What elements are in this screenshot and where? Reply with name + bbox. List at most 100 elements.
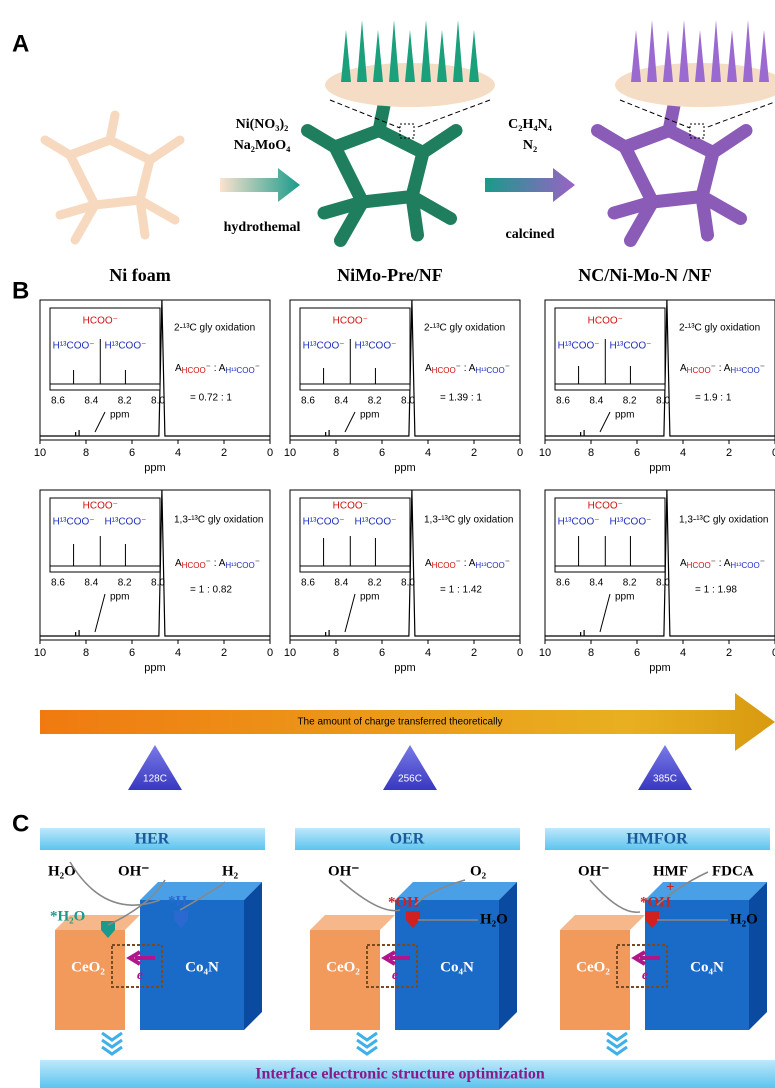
foam-strut <box>45 140 70 155</box>
species: *OH <box>388 894 419 910</box>
tick-label: 10 <box>284 647 296 659</box>
tick-label: 4 <box>425 447 431 459</box>
peak-label: HCOO⁻ <box>83 501 118 512</box>
ratio-part: HCOO <box>182 366 206 375</box>
charge-value: 256C <box>398 774 422 785</box>
species: HMF <box>653 863 688 879</box>
tick-label: 8.6 <box>51 578 65 589</box>
tick-label: 8.2 <box>118 578 132 589</box>
reagent: C₂H₄N₄ <box>508 117 553 132</box>
column-title: NC/Ni-Mo-N /NF <box>578 265 711 285</box>
experiment-label: 1,3-¹³C gly oxidation <box>424 515 513 526</box>
ratio-value: = 1.9 : 1 <box>695 393 732 404</box>
foam-strut <box>140 200 145 235</box>
experiment-label: 1,3-¹³C gly oxidation <box>174 515 263 526</box>
species: H₂O <box>730 911 758 927</box>
foam-strut <box>150 140 180 160</box>
peak-label: H¹³COO⁻ <box>558 341 600 352</box>
arrow-text: The amount of charge transferred theoret… <box>297 717 502 728</box>
tick-label: 0 <box>267 647 273 659</box>
tick-label: 8.6 <box>51 396 65 407</box>
tick-label: 6 <box>129 447 135 459</box>
column-title: Ni foam <box>109 265 171 285</box>
oxide-label: CeO₂ <box>576 959 610 975</box>
tick-label: 8 <box>588 447 594 459</box>
nanospike <box>679 20 689 82</box>
foam-strut <box>669 131 713 153</box>
pointer <box>345 412 355 432</box>
nanospike <box>469 30 479 82</box>
reagent: Na₂MoO₄ <box>234 138 291 153</box>
ratio-part: HCOO <box>432 561 456 570</box>
electron-label: e <box>642 968 648 983</box>
tick-label: 10 <box>284 447 296 459</box>
foam-strut <box>625 147 653 202</box>
tick-label: 8.2 <box>623 578 637 589</box>
figure: ANi(NO₃)₂Na₂MoO₄hydrothemalC₂H₄N₄N₂calci… <box>0 0 775 1088</box>
oxide-block <box>310 915 395 930</box>
tick-label: 8.2 <box>368 396 382 407</box>
nanospike <box>695 30 705 82</box>
column-title: NiMo-Pre/NF <box>337 265 443 285</box>
ratio-label: AHCOO⁻ : AH¹³COO⁻ <box>175 363 260 375</box>
foam-strut <box>412 153 423 197</box>
pointer <box>600 412 610 432</box>
ratio-value: = 1 : 1.98 <box>695 585 737 596</box>
foam-strut <box>308 131 336 148</box>
foam-strut <box>140 160 150 200</box>
tick-label: 0 <box>517 647 523 659</box>
peak-label: HCOO⁻ <box>83 316 118 327</box>
peak-label: H¹³COO⁻ <box>609 517 651 528</box>
nanospike <box>743 20 753 82</box>
reagent: N₂ <box>523 138 537 153</box>
nitride-block <box>499 882 517 1030</box>
axis-label: ppm <box>649 662 670 674</box>
experiment-label: 1,3-¹³C gly oxidation <box>679 515 768 526</box>
tick-label: 2 <box>471 447 477 459</box>
electron-label: e <box>137 968 143 983</box>
tick-label: 6 <box>634 447 640 459</box>
arrow <box>220 168 300 202</box>
panel-label: B <box>12 277 29 304</box>
foam-strut <box>335 147 363 202</box>
ratio-part: H¹³COO <box>730 561 759 570</box>
tick-label: 8.4 <box>84 578 98 589</box>
axis-label: ppm <box>360 410 379 421</box>
axis-label: ppm <box>615 410 634 421</box>
foam-strut <box>702 197 708 236</box>
ratio-part: H¹³COO <box>225 561 254 570</box>
tick-label: 8.6 <box>301 396 315 407</box>
reaction-arrow <box>590 880 640 912</box>
tick-label: 10 <box>539 647 551 659</box>
arrow <box>485 168 575 202</box>
pointer <box>95 594 105 632</box>
peak-label: H¹³COO⁻ <box>354 341 396 352</box>
ratio-part: ⁻ : A <box>456 558 476 569</box>
nanospike <box>357 20 367 82</box>
peak-label: HCOO⁻ <box>333 501 368 512</box>
nanospike <box>711 20 721 82</box>
ratio-part: HCOO <box>432 366 456 375</box>
ratio-part: ⁻ : A <box>206 558 226 569</box>
oxide-label: CeO₂ <box>71 959 105 975</box>
footer-text: Interface electronic structure optimizat… <box>255 1066 545 1083</box>
peak-label: H¹³COO⁻ <box>558 517 600 528</box>
axis-label: ppm <box>360 592 379 603</box>
foam-strut <box>653 197 703 203</box>
nitride-block <box>244 882 262 1030</box>
tick-label: 6 <box>129 647 135 659</box>
electron-label: e <box>392 968 398 983</box>
ratio-part: H¹³COO <box>475 366 504 375</box>
axis-label: ppm <box>615 592 634 603</box>
tick-label: 6 <box>379 647 385 659</box>
ratio-part: ⁻ <box>255 363 260 374</box>
ratio-part: H¹³COO <box>475 561 504 570</box>
foam-strut <box>412 197 418 236</box>
ratio-value: = 1 : 1.42 <box>440 585 482 596</box>
nitride-block <box>749 882 767 1030</box>
nitride-label: Co₄N <box>690 959 724 975</box>
tick-label: 10 <box>34 447 46 459</box>
tick-label: 2 <box>221 647 227 659</box>
ratio-value: = 0.72 : 1 <box>190 393 232 404</box>
peak-label: HCOO⁻ <box>588 316 623 327</box>
